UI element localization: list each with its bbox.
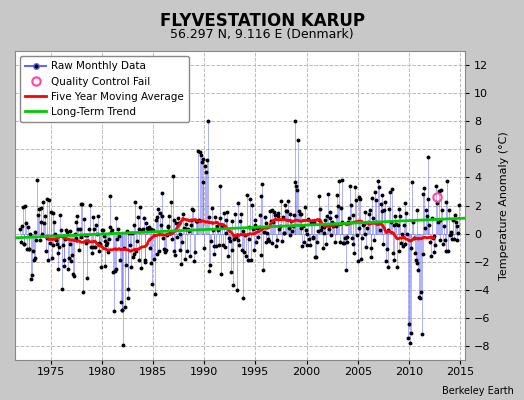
Text: 56.297 N, 9.116 E (Denmark): 56.297 N, 9.116 E (Denmark) <box>170 28 354 41</box>
Text: FLYVESTATION KARUP: FLYVESTATION KARUP <box>159 12 365 30</box>
Y-axis label: Temperature Anomaly (°C): Temperature Anomaly (°C) <box>499 131 509 280</box>
Text: Berkeley Earth: Berkeley Earth <box>442 386 514 396</box>
Legend: Raw Monthly Data, Quality Control Fail, Five Year Moving Average, Long-Term Tren: Raw Monthly Data, Quality Control Fail, … <box>20 56 189 122</box>
